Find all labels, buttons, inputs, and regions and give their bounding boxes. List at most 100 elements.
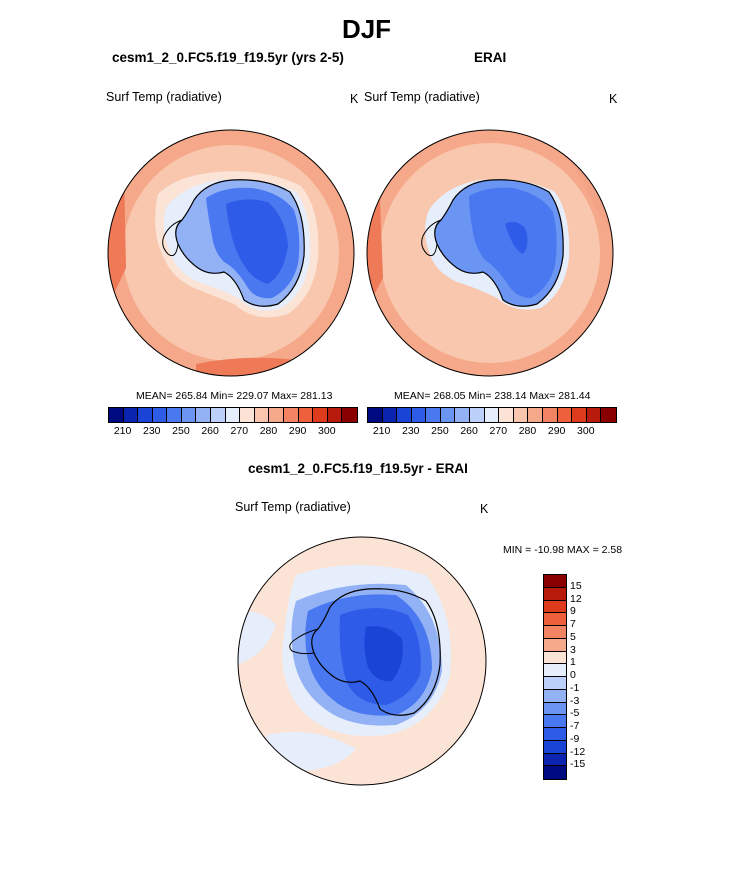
colorbar-swatch (211, 408, 226, 422)
diff-minmax: MIN = -10.98 MAX = 2.58 (503, 544, 623, 556)
map-border (366, 129, 614, 377)
colorbar-swatch (411, 408, 427, 422)
colorbar-swatch (440, 408, 456, 422)
colorbar-tick-label: 210 (372, 425, 391, 437)
colorbar-swatch (123, 408, 139, 422)
model-colorbar (108, 407, 358, 423)
colorbar-tick-label: -15 (570, 758, 586, 771)
colorbar-swatch (196, 408, 212, 422)
coastline (434, 179, 564, 307)
colorbar-tick-label: 250 (172, 425, 190, 437)
diff-colorbar (543, 574, 567, 780)
colorbar-tick-label: 230 (142, 425, 161, 437)
colorbar-swatch (167, 408, 182, 422)
colorbar-swatch (544, 664, 566, 677)
colorbar-swatch (269, 408, 284, 422)
colorbar-tick-label: 7 (570, 618, 576, 630)
colorbar-swatch (557, 408, 573, 422)
colorbar-swatch (225, 408, 241, 422)
colorbar-swatch (455, 408, 471, 422)
colorbar-swatch (544, 626, 566, 639)
colorbar-swatch (109, 408, 124, 422)
model-units-label: K (350, 92, 359, 106)
colorbar-swatch (283, 408, 299, 422)
colorbar-swatch (152, 408, 168, 422)
colorbar-tick-label: 280 (518, 425, 537, 437)
diff-units-label: K (480, 502, 489, 516)
model-panel-title: cesm1_2_0.FC5.f19_f19.5yr (yrs 2-5) (112, 50, 344, 65)
colorbar-tick-label: -5 (570, 707, 580, 720)
colorbar-tick-label: 230 (401, 425, 420, 437)
colorbar-swatch (572, 408, 587, 422)
colorbar-swatch (544, 753, 566, 767)
colorbar-tick-label: 260 (460, 425, 478, 437)
colorbar-tick-label: -1 (570, 681, 580, 694)
colorbar-swatch (298, 408, 314, 422)
antarctica-plateau (226, 199, 288, 284)
diff-colorbar-labels: 15 12 9 7 5 3 1 0 -1 -3 -5 -7 -9 -12 -15 (570, 574, 610, 778)
colorbar-tick-label: -3 (570, 694, 580, 707)
colorbar-tick-label: -9 (570, 732, 580, 745)
colorbar-swatch (544, 651, 566, 665)
colorbar-swatch (586, 408, 602, 422)
colorbar-tick-label: -12 (570, 745, 586, 758)
colorbar-tick-label: 0 (570, 669, 576, 681)
colorbar-swatch (544, 689, 566, 703)
coastline (311, 588, 441, 716)
colorbar-swatch (254, 408, 270, 422)
colorbar-swatch (342, 408, 357, 422)
colorbar-tick-label: -7 (570, 720, 580, 732)
colorbar-swatch (544, 575, 566, 588)
coastline (175, 179, 305, 307)
diff-panel-title: cesm1_2_0.FC5.f19_f19.5yr - ERAI (248, 461, 468, 476)
obs-polar-map (366, 129, 614, 377)
diff-variable-label: Surf Temp (radiative) (235, 500, 351, 514)
obs-colorbar (367, 407, 617, 423)
colorbar-tick-label: 1 (570, 656, 576, 669)
colorbar-swatch (382, 408, 398, 422)
peninsula (289, 628, 319, 655)
colorbar-tick-label: 280 (259, 425, 278, 437)
colorbar-swatch (368, 408, 383, 422)
colorbar-tick-label: 9 (570, 605, 576, 618)
colorbar-tick-label: 3 (570, 643, 576, 656)
colorbar-swatch (544, 740, 566, 754)
map-border (237, 536, 487, 786)
colorbar-tick-label: 15 (570, 579, 582, 592)
colorbar-swatch (544, 587, 566, 601)
colorbar-swatch (544, 638, 566, 652)
colorbar-swatch (426, 408, 441, 422)
colorbar-tick-label: 12 (570, 592, 582, 605)
peninsula (162, 219, 183, 257)
colorbar-swatch (327, 408, 343, 422)
negative-zone (238, 611, 276, 665)
colorbar-swatch (313, 408, 328, 422)
diff-polar-map (237, 536, 487, 786)
colorbar-swatch (544, 728, 566, 741)
obs-variable-label: Surf Temp (radiative) (364, 90, 480, 104)
map-border (107, 129, 355, 377)
obs-colorbar-labels: 210 230 250 260 270 280 290 300 (367, 425, 615, 439)
colorbar-swatch (513, 408, 529, 422)
colorbar-swatch (528, 408, 543, 422)
colorbar-tick-label: 260 (201, 425, 219, 437)
colorbar-tick-label: 300 (577, 425, 595, 437)
peninsula (421, 219, 442, 257)
colorbar-swatch (544, 600, 566, 614)
colorbar-swatch (544, 677, 566, 690)
obs-stats: MEAN= 268.05 Min= 238.14 Max= 281.44 (394, 390, 591, 402)
main-title: DJF (341, 14, 392, 44)
colorbar-swatch (542, 408, 558, 422)
colorbar-tick-label: 5 (570, 630, 576, 643)
colorbar-tick-label: 290 (288, 425, 307, 437)
colorbar-swatch (181, 408, 197, 422)
antarctica-plateau (505, 221, 528, 254)
colorbar-tick-label: 290 (547, 425, 566, 437)
colorbar-tick-label: 270 (489, 425, 508, 437)
model-polar-map (107, 129, 355, 377)
colorbar-swatch (240, 408, 255, 422)
negative-core (364, 626, 403, 682)
model-stats: MEAN= 265.84 Min= 229.07 Max= 281.13 (136, 390, 333, 402)
colorbar-swatch (544, 702, 566, 716)
colorbar-swatch (601, 408, 616, 422)
